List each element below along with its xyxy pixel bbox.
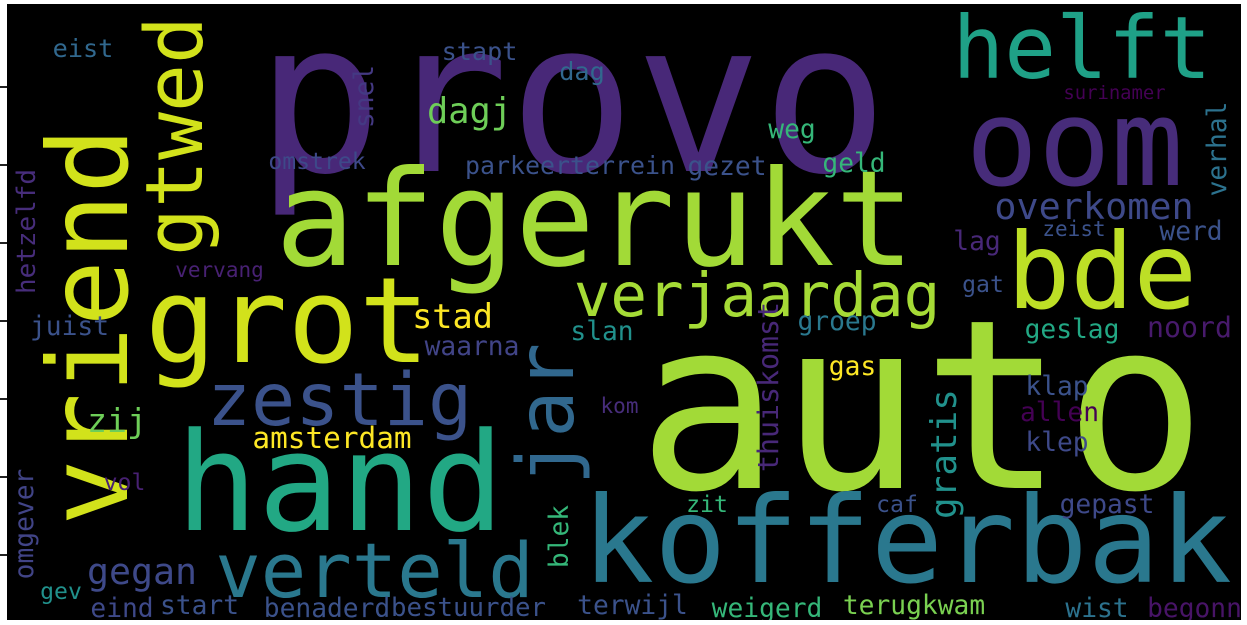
cloud-word-terwijl: terwijl	[577, 591, 688, 620]
cloud-word-klep: klep	[1025, 428, 1089, 458]
cloud-word-dag: dag	[559, 57, 605, 86]
cloud-word-parkeerterrein: parkeerterrein	[465, 151, 675, 180]
cloud-word-waarna: waarna	[424, 332, 520, 362]
cloud-word-zit: zit	[686, 492, 728, 518]
cloud-word-klap: klap	[1025, 372, 1089, 402]
cloud-word-werd: werd	[1159, 217, 1223, 247]
axis-tick	[0, 476, 7, 478]
cloud-word-thuiskomst: thuiskomst	[752, 302, 785, 472]
cloud-word-oom: oom	[965, 74, 1184, 214]
cloud-word-eist: eist	[52, 34, 114, 63]
cloud-word-bde: bde	[1007, 210, 1198, 333]
cloud-word-vol: vol	[103, 470, 146, 496]
cloud-word-zeist: zeist	[1042, 217, 1106, 241]
cloud-word-amsterdam: amsterdam	[252, 421, 412, 455]
axis-tick	[0, 554, 7, 556]
cloud-word-afgerukt: afgerukt	[275, 143, 915, 297]
cloud-word-allen: allen	[1019, 398, 1100, 428]
cloud-word-begonn: begonn	[1147, 594, 1241, 620]
cloud-word-noord: noord	[1147, 311, 1232, 344]
cloud-word-terugkwam: terugkwam	[842, 591, 986, 620]
cloud-word-grot: grot	[145, 252, 430, 390]
cloud-word-weg: weg	[768, 115, 816, 145]
cloud-word-geslag: geslag	[1024, 315, 1120, 345]
cloud-word-omstrek: omstrek	[268, 149, 366, 175]
cloud-word-verteld: verteld	[215, 527, 534, 615]
cloud-word-zij: zij	[87, 401, 147, 440]
cloud-word-hand: hand	[175, 404, 505, 563]
cloud-word-benaderd: benaderd	[263, 594, 391, 620]
cloud-word-auto: auto	[637, 269, 1207, 544]
cloud-word-provo: provo	[255, 4, 889, 221]
cloud-word-surinamer: surinamer	[1063, 82, 1166, 104]
cloud-word-gratis: gratis	[924, 389, 965, 519]
axis-tick	[0, 320, 7, 322]
cloud-word-snel: snel	[350, 64, 380, 129]
cloud-word-start: start	[159, 591, 240, 620]
axis-tick	[0, 164, 7, 166]
cloud-word-zestig: zestig	[206, 358, 473, 443]
cloud-word-wist: wist	[1065, 594, 1129, 620]
cloud-word-gtwed: gtwed	[128, 16, 221, 256]
cloud-word-overkomen: overkomen	[994, 185, 1194, 228]
cloud-word-gegan: gegan	[87, 550, 197, 593]
word-cloud: provo auto afgerukt vriend hand kofferbak grot…	[7, 4, 1241, 620]
cloud-word-jar: jar	[500, 342, 592, 486]
axis-tick	[0, 398, 7, 400]
cloud-word-groep: groep	[797, 307, 877, 337]
cloud-word-gepast: gepast	[1059, 490, 1155, 520]
cloud-word-juist: juist	[29, 312, 110, 342]
axis-tick	[0, 86, 7, 88]
cloud-word-gat: gat	[962, 272, 1004, 298]
cloud-word-vervang: vervang	[175, 258, 264, 282]
cloud-word-verjaardag: verjaardag	[573, 260, 941, 331]
cloud-word-kofferbak: kofferbak	[582, 472, 1232, 611]
cloud-word-kom: kom	[600, 394, 639, 418]
cloud-word-slan: slan	[570, 317, 634, 347]
cloud-word-eind: eind	[90, 594, 154, 620]
cloud-word-geld: geld	[822, 149, 886, 179]
cloud-word-gas: gas	[828, 352, 877, 382]
cloud-word-lag: lag	[953, 227, 1001, 257]
cloud-word-stapt: stapt	[441, 37, 518, 66]
axis-tick	[0, 242, 7, 244]
cloud-word-gev: gev	[40, 579, 82, 605]
cloud-word-caf: caf	[876, 492, 918, 518]
cloud-word-omgever: omgever	[10, 468, 40, 580]
cloud-word-weigerd: weigerd	[711, 594, 823, 620]
cloud-word-dagj: dagj	[427, 91, 512, 132]
cloud-word-bestuurder: bestuurder	[391, 593, 546, 620]
cloud-word-verhal: verhal	[1203, 101, 1233, 197]
cloud-word-gezet: gezet	[687, 152, 767, 182]
cloud-word-stad: stad	[412, 297, 493, 336]
cloud-word-blek: blek	[545, 504, 575, 569]
cloud-word-hetzelfd: hetzelfd	[12, 169, 42, 294]
cloud-word-helft: helft	[952, 4, 1212, 99]
